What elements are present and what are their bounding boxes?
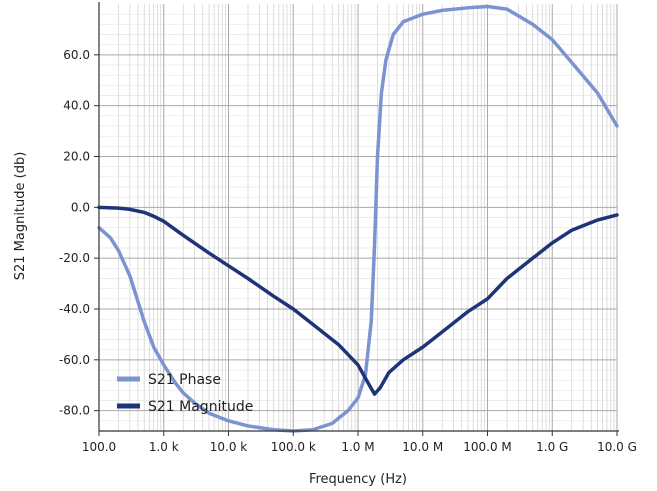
y-tick-label: 60.0 (63, 48, 90, 62)
x-tick-labels: 100.0 1.0 k 10.0 k 100.0 k 1.0 M 10.0 M 100.0 … (82, 440, 637, 454)
y-tick-labels: 60.0 40.0 20.0 0.0 -20.0 -40.0 -60.0 -80.0 (59, 48, 90, 418)
y-tick-label: -20.0 (59, 251, 90, 265)
x-tick-label: 100.0 (82, 440, 116, 454)
series-line-phase (97, 4, 619, 433)
y-tick-label: -80.0 (59, 404, 90, 418)
x-tick-label: 100.0 M (463, 440, 512, 454)
y-tick-label: -60.0 (59, 353, 90, 367)
series-layer (97, 4, 619, 433)
y-tick-label: 0.0 (71, 200, 90, 214)
x-tick-label: 1.0 M (341, 440, 374, 454)
x-tick-label: 100.0 k (271, 440, 316, 454)
legend: S21 Phase S21 Magnitude (117, 372, 253, 415)
y-axis-title: S21 Magnitude (db) (13, 152, 28, 281)
axes (94, 2, 619, 436)
x-tick-label: 10.0 M (402, 440, 443, 454)
y-tick-label: 40.0 (63, 99, 90, 113)
x-tick-label: 10.0 k (210, 440, 248, 454)
x-tick-label: 10.0 G (597, 440, 637, 454)
legend-label: S21 Phase (148, 372, 221, 388)
y-tick-label: -40.0 (59, 302, 90, 316)
x-axis-title: Frequency (Hz) (309, 472, 407, 487)
x-tick-label: 1.0 G (536, 440, 568, 454)
y-tick-label: 20.0 (63, 150, 90, 164)
series-line-magnitude (97, 205, 619, 396)
x-tick-label: 1.0 k (149, 440, 179, 454)
legend-label: S21 Magnitude (148, 399, 253, 415)
